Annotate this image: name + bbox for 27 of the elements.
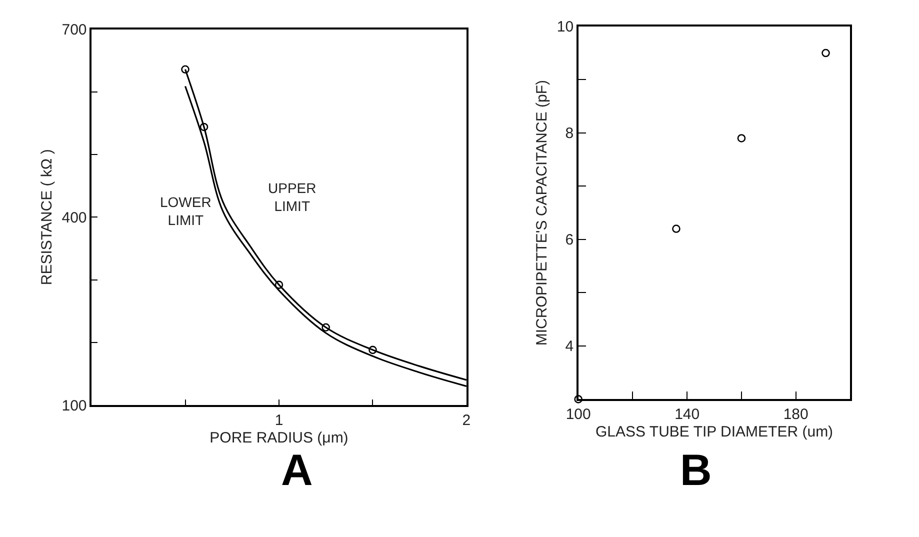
y-tick-label: 4: [565, 338, 574, 356]
y-tick-label: 400: [62, 209, 87, 226]
point: [200, 122, 208, 132]
x-tick-label: 2: [462, 412, 471, 429]
y-tick-label: 6: [565, 232, 574, 249]
x-tick-label: 140: [674, 406, 700, 423]
point: [822, 48, 830, 58]
x-axis-title: GLASS TUBE TIP DIAMETER (um): [596, 423, 834, 440]
y-tick-label: 10: [556, 18, 574, 36]
x-axis-title: PORE RADIUS (μm): [210, 429, 348, 446]
point: [322, 323, 330, 332]
point: [274, 280, 284, 289]
point: [368, 346, 377, 354]
point: [574, 395, 582, 404]
y-axis-title: RESISTANCE ( kΩ ): [38, 149, 56, 286]
x-tick-label: 180: [783, 406, 808, 423]
y-tick-label: 8: [565, 125, 574, 142]
text: B: [680, 446, 712, 495]
text: UPPER LIMIT: [268, 180, 316, 214]
point: [181, 65, 190, 74]
text: A: [281, 446, 313, 495]
y-tick-label: 700: [62, 22, 87, 39]
point: [672, 224, 680, 233]
y-axis-title: MICROPIPETTE'S CAPACITANCE (pF): [534, 80, 551, 346]
series-label: LOWER LIMIT: [160, 194, 212, 228]
point: [737, 134, 746, 142]
x-tick-label: 1: [274, 412, 284, 429]
